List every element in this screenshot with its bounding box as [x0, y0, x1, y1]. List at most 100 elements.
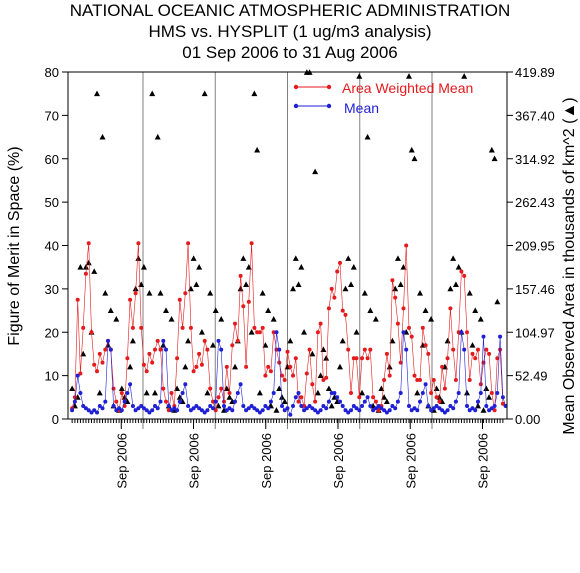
awm-point [263, 373, 268, 378]
area-triangle-point [93, 90, 100, 97]
area-triangle-point [408, 146, 415, 153]
area-triangle-point [187, 285, 194, 292]
area-triangle-point [397, 281, 404, 287]
area-triangle-point [469, 342, 476, 348]
awm-point [321, 378, 326, 382]
awm-point [324, 375, 329, 380]
awm-point [233, 321, 237, 326]
awm-point [280, 373, 284, 378]
awm-point [244, 364, 249, 369]
mean-point [177, 399, 182, 404]
area-triangle-point [325, 385, 332, 392]
area-triangle-point [82, 263, 89, 270]
awm-point [227, 391, 232, 395]
mean-point [420, 391, 425, 395]
area-triangle-point [127, 363, 134, 370]
awm-point [293, 356, 298, 361]
mean-point [255, 408, 260, 413]
mean-point [307, 404, 312, 408]
mean-point [456, 391, 461, 395]
area-triangle-point [309, 350, 316, 357]
awm-point [296, 399, 301, 404]
awm-point [434, 395, 439, 400]
awm-point [390, 278, 395, 283]
mean-point [462, 347, 467, 352]
area-triangle-point [273, 407, 280, 413]
mean-point [476, 399, 480, 404]
awm-point [423, 343, 428, 348]
mean-point [318, 408, 323, 413]
mean-point [382, 408, 387, 413]
mean-point [175, 408, 180, 413]
awm-point [141, 362, 146, 367]
awm-point [343, 312, 348, 317]
mean-point [478, 391, 483, 395]
awm-point [95, 369, 99, 374]
mean-point [100, 406, 105, 411]
mean-point [155, 406, 160, 411]
area-triangle-point [312, 168, 319, 175]
mean-point [158, 399, 163, 404]
awm-point [476, 347, 480, 352]
plot-frame [67, 71, 508, 420]
x-tick-label: Sep 2006 [331, 433, 346, 489]
awm-point [150, 360, 155, 365]
area-triangle-point [212, 307, 219, 313]
awm-point [291, 373, 295, 378]
area-triangle-point [176, 394, 183, 400]
awm-point [335, 269, 340, 274]
mean-point [393, 406, 398, 411]
mean-point [180, 391, 185, 395]
mean-point [354, 406, 359, 411]
awm-point [169, 391, 174, 395]
awm-point [368, 347, 373, 352]
awm-point [412, 373, 417, 378]
awm-point [429, 391, 434, 395]
area-triangle-point [345, 255, 352, 261]
area-triangle-point [455, 263, 462, 270]
x-tick-label: Sep 2006 [259, 433, 274, 489]
awm-point [72, 395, 77, 400]
awm-point [147, 351, 152, 356]
mean-point [332, 391, 337, 395]
mean-point [147, 410, 152, 415]
y-left-tick-label: 40 [45, 239, 59, 254]
area-triangle-point [477, 316, 484, 322]
awm-point [418, 378, 422, 382]
mean-point [437, 406, 442, 411]
mean-point [373, 406, 378, 411]
awm-point [401, 306, 406, 311]
mean-point [219, 347, 224, 352]
awm-point [384, 351, 389, 356]
awm-point [285, 349, 290, 354]
awm-point [395, 321, 400, 326]
mean-point [108, 347, 113, 352]
mean-point [211, 406, 215, 411]
area-triangle-point [204, 389, 211, 396]
mean-point [448, 404, 453, 408]
mean-point [183, 382, 188, 387]
awm-point [376, 408, 381, 413]
area-triangle-point [245, 263, 252, 270]
mean-point [440, 408, 445, 413]
legend-awm-label: Area Weighted Mean [342, 80, 473, 96]
mean-point [161, 338, 166, 343]
awm-point [241, 304, 246, 309]
area-triangle-point [185, 337, 192, 344]
awm-point [260, 325, 265, 330]
mean-point [398, 391, 403, 395]
mean-point [130, 404, 135, 408]
mean-point [346, 410, 351, 415]
awm-point [188, 325, 193, 330]
awm-point [194, 364, 199, 369]
mean-point [423, 382, 428, 387]
awm-point [205, 347, 210, 352]
awm-point [153, 347, 157, 352]
awm-point [266, 364, 271, 369]
y-right-tick-label: 104.97 [515, 325, 555, 340]
mean-point [125, 391, 130, 395]
mean-point [224, 408, 229, 413]
awm-point [238, 273, 243, 278]
area-triangle-point [298, 263, 305, 270]
area-triangle-point [381, 394, 388, 400]
